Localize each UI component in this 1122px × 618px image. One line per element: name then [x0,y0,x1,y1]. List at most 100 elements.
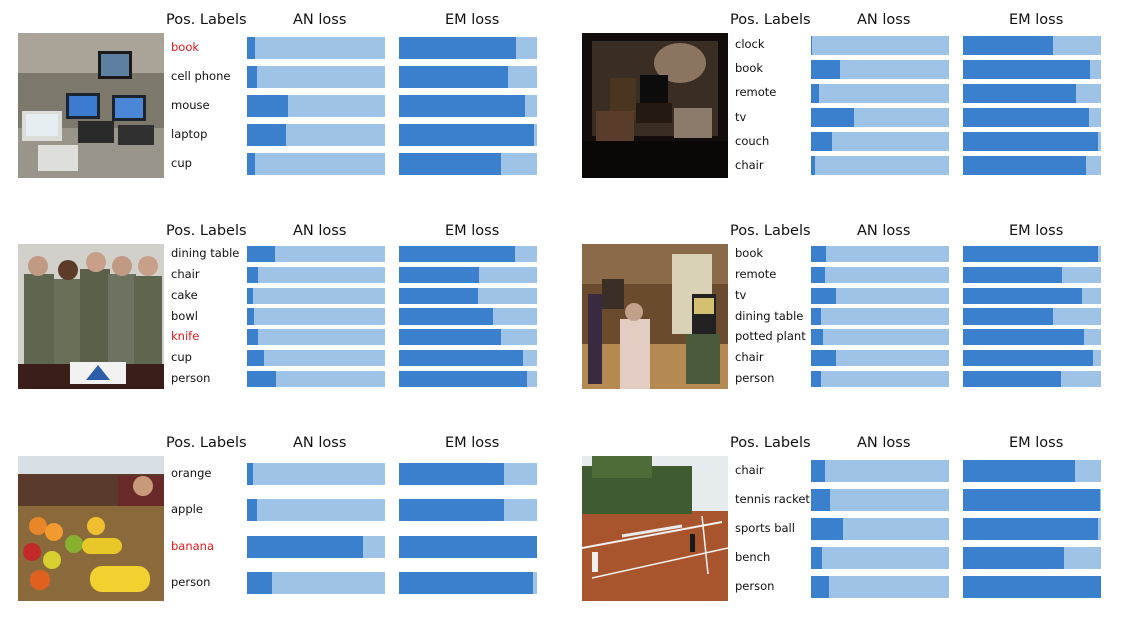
label-cell-phone: cell phone [171,68,231,83]
header-pos-labels: Pos. Labels [166,12,247,28]
an-loss-bar-track [811,546,949,569]
em-loss-bar-track [963,156,1101,176]
label-person: person [171,574,211,589]
header-pos-labels: Pos. Labels [730,223,811,239]
an-loss-bar-cup [247,349,264,366]
an-loss-bar-track [247,94,385,117]
an-loss-bar-track [811,370,949,387]
em-loss-bar-chair [963,349,1093,366]
em-loss-bar-track [963,266,1101,284]
header-em-loss: EM loss [445,435,500,451]
label-person: person [735,370,775,385]
an-loss-bar-dining-table [811,308,821,325]
an-loss-bar-bowl [247,308,254,325]
an-loss-bar-clock [811,35,813,55]
an-loss-bar-track [811,287,949,304]
em-loss-bar-cup [399,152,502,175]
an-loss-bar-track [811,35,949,55]
label-tennis-racket: tennis racket [735,491,810,506]
an-loss-bar-track [811,132,949,152]
em-loss-bar-book [963,246,1099,263]
label-book: book [171,39,200,54]
em-loss-bar-person [963,575,1101,598]
em-loss-bar-track [399,36,537,59]
label-book: book [735,61,764,76]
em-loss-bar-cup [399,349,524,366]
label-dining-table: dining table [735,308,804,323]
label-chair: chair [735,157,764,172]
an-loss-bar-apple [247,499,257,522]
label-chair: chair [735,462,764,477]
an-loss-bar-sports-ball [811,517,843,540]
an-loss-bar-banana [247,535,363,558]
an-loss-bar-track [247,499,385,522]
em-loss-bar-track [399,266,537,284]
em-loss-bar-sports-ball [963,517,1099,540]
tennis-court-photo [582,456,728,601]
em-loss-bar-track [963,349,1101,366]
header-em-loss: EM loss [1009,12,1064,28]
em-loss-bar-laptop [399,123,535,146]
header-pos-labels: Pos. Labels [166,435,247,451]
an-loss-bar-chair [247,266,259,284]
label-cup: cup [171,155,192,170]
an-loss-bar-track [247,329,385,346]
em-loss-bar-apple [399,499,504,522]
em-loss-bar-track [963,575,1101,598]
em-loss-bar-track [399,152,537,175]
em-loss-bar-track [399,123,537,146]
em-loss-bar-track [399,287,537,304]
label-cake: cake [171,287,198,302]
an-loss-bar-track [811,329,949,346]
header-pos-labels: Pos. Labels [730,435,811,451]
em-loss-bar-cell-phone [399,65,509,88]
an-loss-bar-person [811,370,821,387]
label-laptop: laptop [171,126,208,141]
an-loss-bar-person [247,370,276,387]
office-laptops-photo [18,33,164,178]
em-loss-bar-track [963,287,1101,304]
label-clock: clock [735,37,765,52]
em-loss-bar-track [963,246,1101,263]
an-loss-bar-track [247,246,385,263]
em-loss-bar-track [399,349,537,366]
em-loss-bar-track [963,546,1101,569]
living-room-photo [582,33,728,178]
an-loss-bar-track [811,108,949,127]
an-loss-bar-track [811,459,949,482]
em-loss-bar-remote [963,83,1077,103]
label-book: book [735,246,764,261]
em-loss-bar-track [399,65,537,88]
an-loss-bar-track [811,488,949,511]
label-apple: apple [171,502,203,517]
em-loss-bar-track [963,108,1101,127]
em-loss-bar-track [963,59,1101,79]
an-loss-bar-track [811,517,949,540]
label-bowl: bowl [171,308,198,323]
header-em-loss: EM loss [445,223,500,239]
header-pos-labels: Pos. Labels [166,223,247,239]
label-remote: remote [735,267,777,282]
em-loss-bar-track [963,83,1101,103]
em-loss-bar-track [399,535,537,558]
an-loss-bar-track [811,59,949,79]
an-loss-bar-chair [811,156,816,176]
em-loss-bar-track [963,488,1101,511]
an-loss-bar-cake [247,287,253,304]
header-an-loss: AN loss [857,12,911,28]
an-loss-bar-track [247,65,385,88]
an-loss-bar-chair [811,459,825,482]
soldiers-cake-photo [18,244,164,389]
an-loss-bar-book [247,36,256,59]
label-couch: couch [735,133,770,148]
an-loss-bar-track [247,308,385,325]
an-loss-bar-track [247,571,385,594]
header-em-loss: EM loss [445,12,500,28]
em-loss-bar-potted-plant [963,329,1085,346]
em-loss-bar-tv [963,287,1082,304]
em-loss-bar-tennis-racket [963,488,1100,511]
em-loss-bar-tv [963,108,1089,127]
an-loss-bar-track [811,349,949,366]
an-loss-bar-track [811,156,949,176]
em-loss-bar-track [963,35,1101,55]
